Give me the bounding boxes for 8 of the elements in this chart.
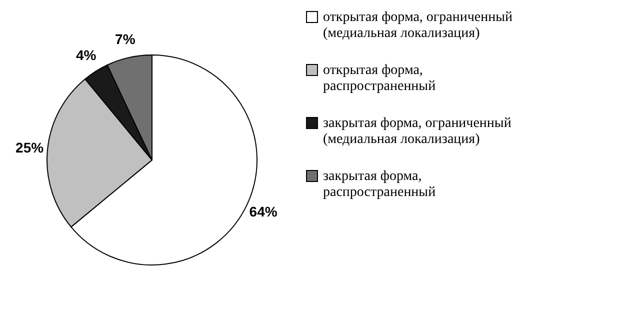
legend-label: открытая форма, ограниченный (медиальная локализация) [323,10,514,41]
legend-label: закрытая форма, распространенный [323,169,436,200]
legend-label: открытая форма, распространенный [323,63,436,94]
data-label: 64% [249,203,278,220]
legend-label: закрытая форма, ограниченный (медиальная локализация) [323,116,512,147]
data-label: 4% [76,47,97,64]
data-label: 25% [16,139,44,156]
data-label: 7% [115,30,136,47]
